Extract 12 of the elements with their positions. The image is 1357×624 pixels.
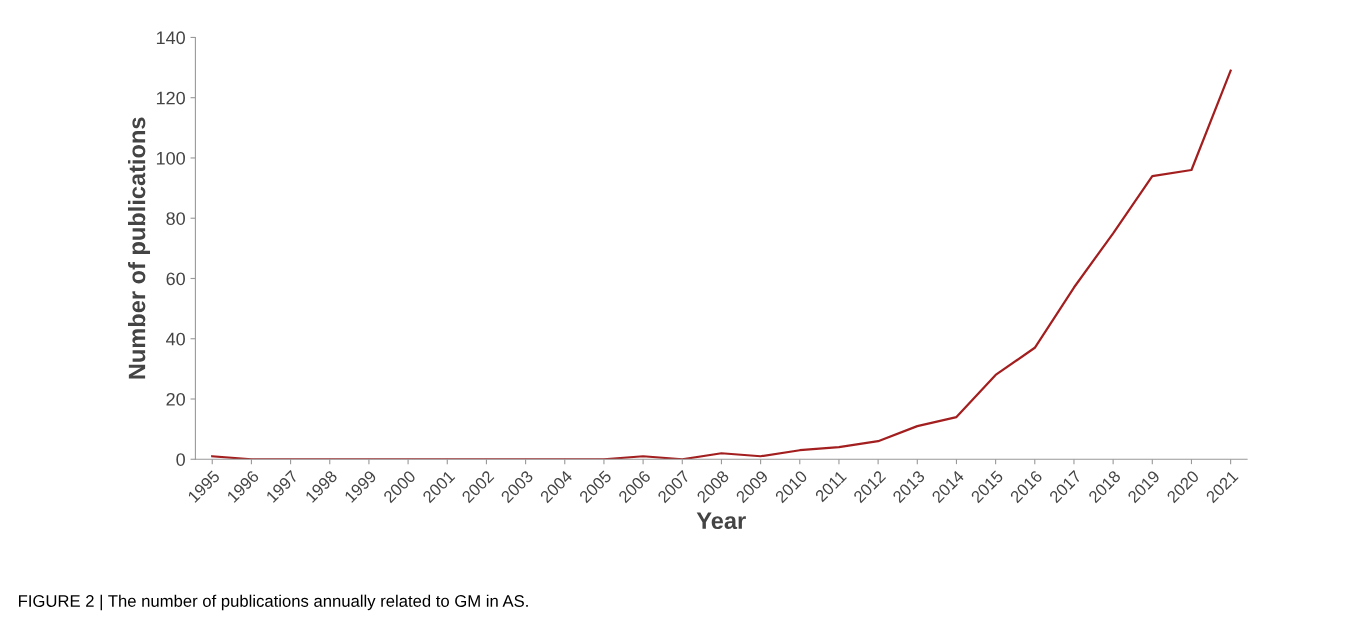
y-tick-label: 140	[156, 31, 185, 45]
x-axis-title: Year	[696, 512, 746, 530]
y-tick-label: 100	[156, 151, 185, 165]
y-axis-title: Number of publications	[128, 117, 151, 379]
y-tick-label: 40	[166, 332, 185, 346]
y-tick-label: 80	[166, 212, 185, 225]
y-tick-label: 60	[166, 272, 185, 286]
y-tick-label: 120	[156, 91, 185, 105]
line-series	[211, 69, 1232, 460]
y-tick-label: 20	[166, 392, 185, 406]
caption: FIGURE 2 | The number of publications annually related to GM in AS.	[19, 594, 528, 611]
y-tick-label: 0	[176, 453, 185, 466]
